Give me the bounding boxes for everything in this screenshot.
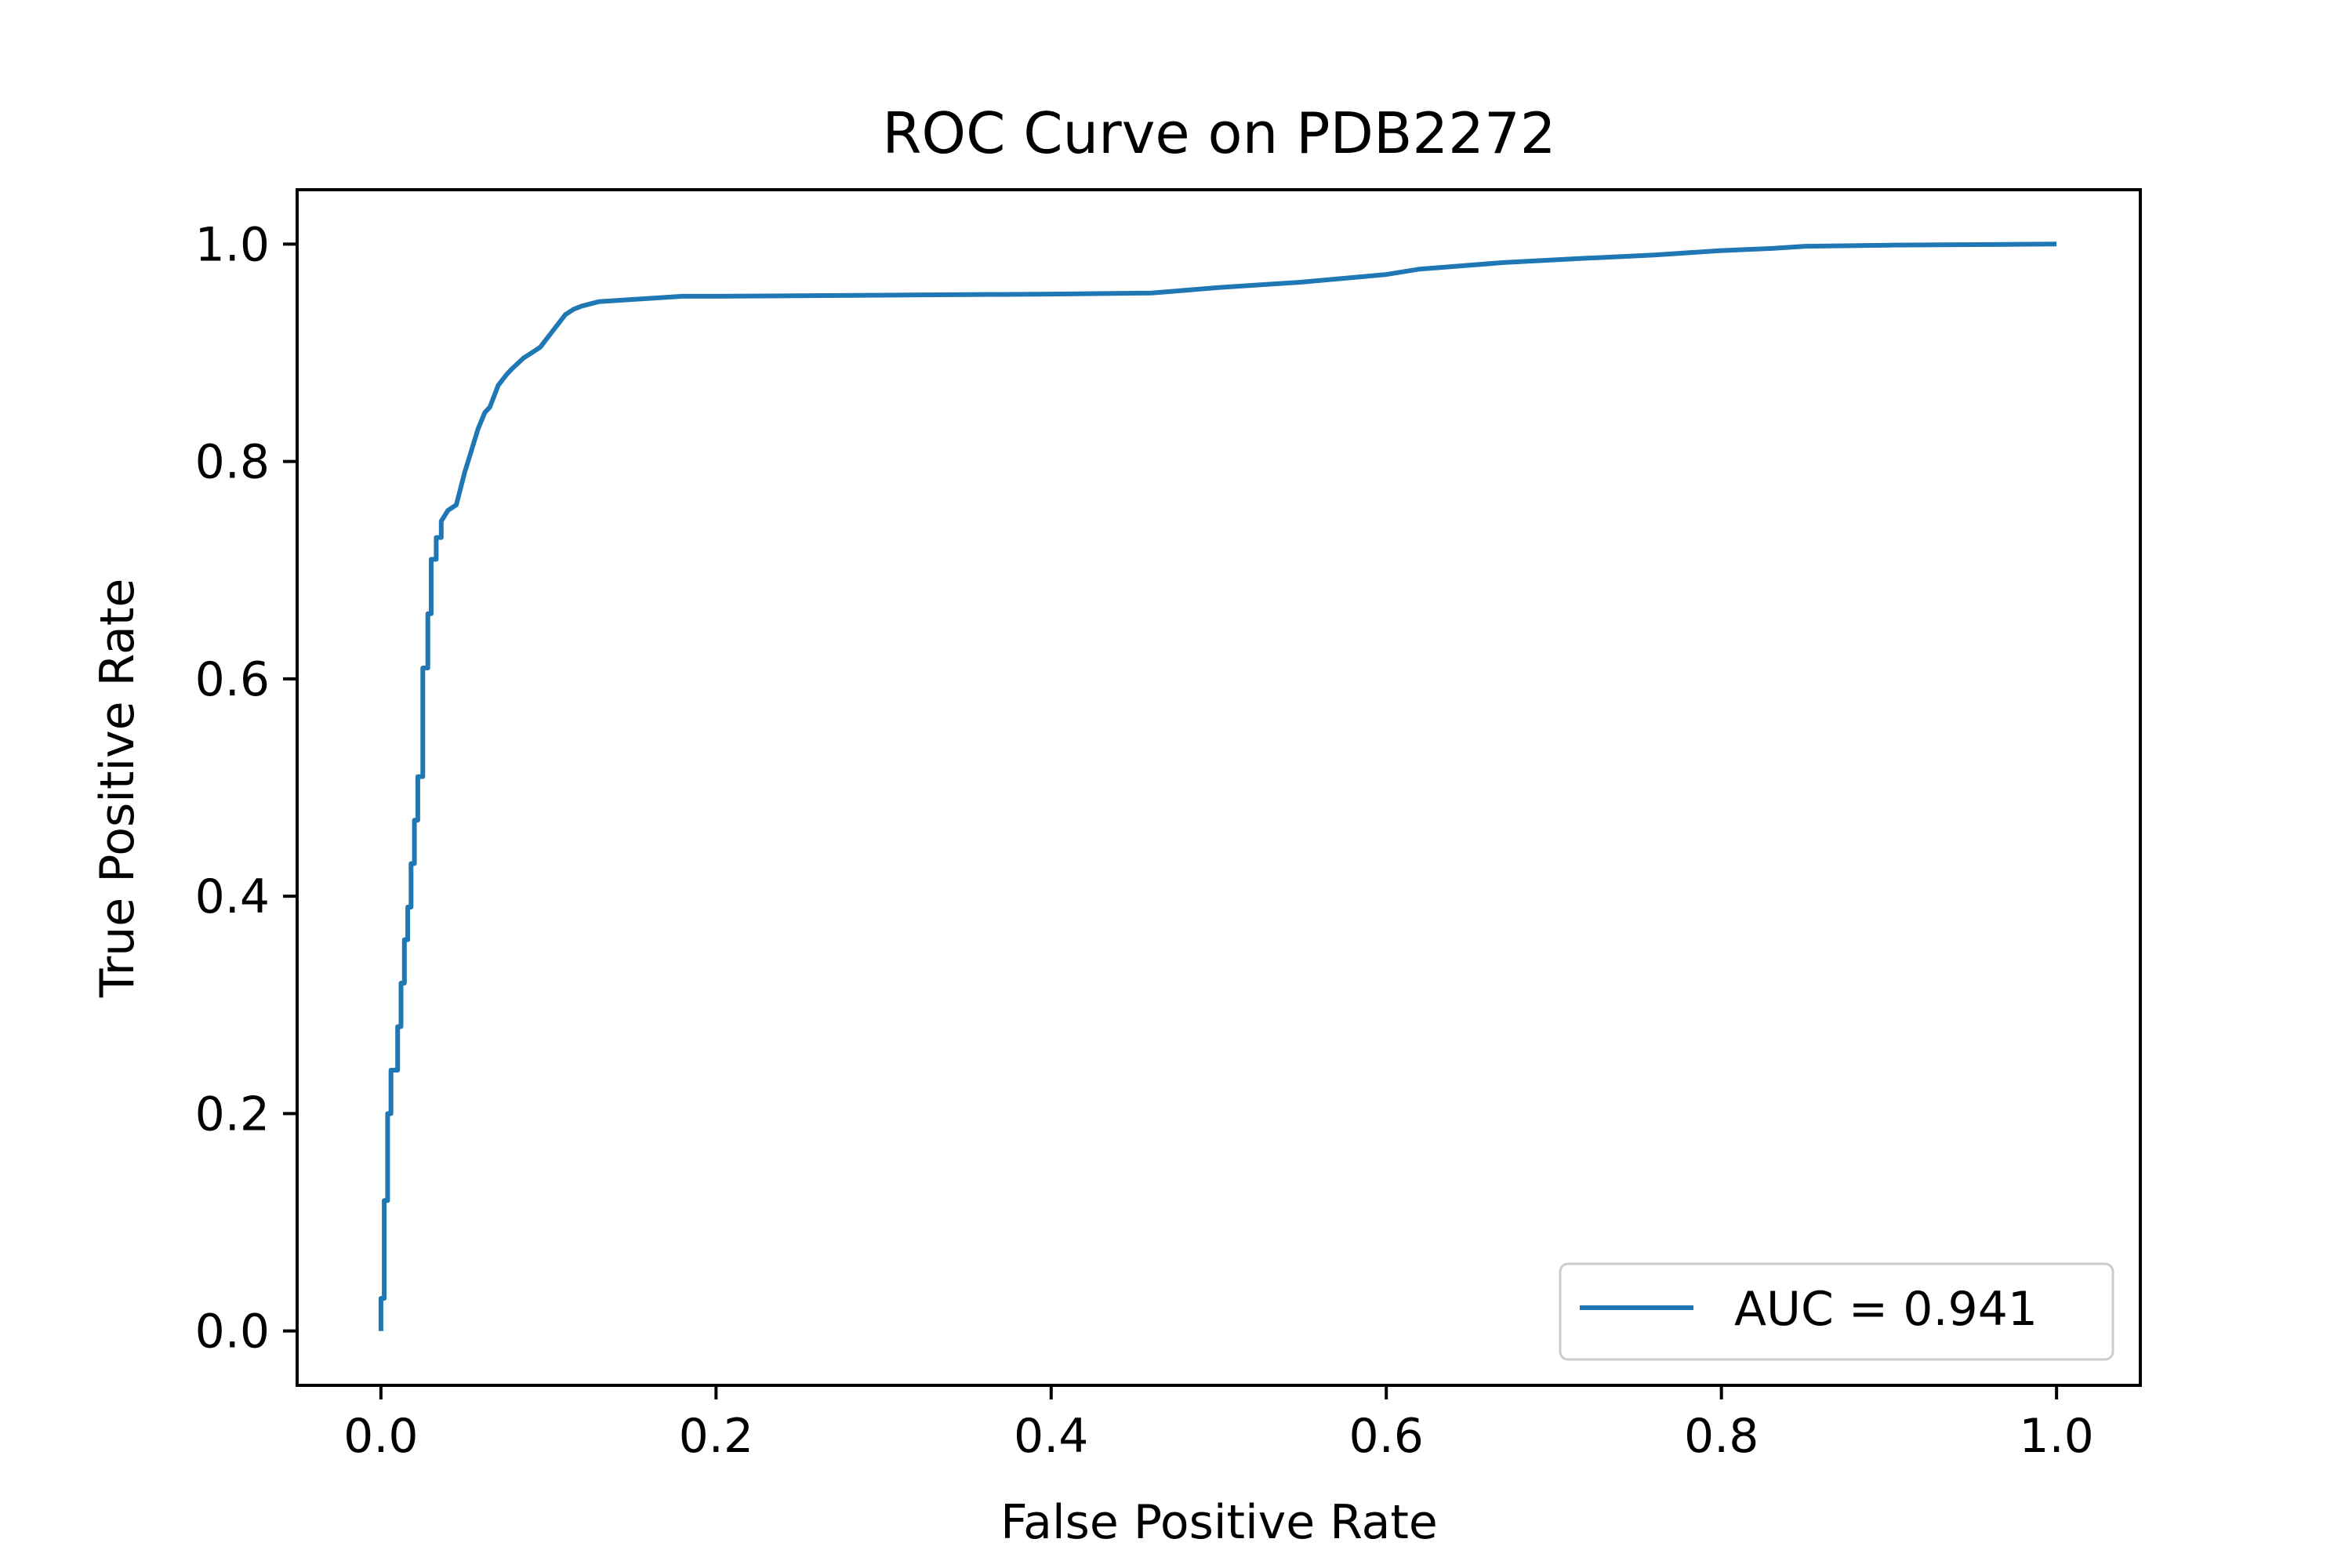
legend-box	[1559, 1262, 2114, 1361]
x-axis-ticks: 0.0 0.2 0.4 0.6 0.8 1.0	[343, 1385, 2094, 1464]
x-tick-label: 0.4	[1014, 1409, 1088, 1464]
legend-entry-label: AUC = 0.941	[1734, 1282, 2038, 1337]
y-axis-ticks: 0.0 0.2 0.4 0.6 0.8 1.0	[195, 217, 297, 1359]
legend: AUC = 0.941	[1559, 1262, 2114, 1361]
plot-frame	[296, 188, 2142, 1387]
y-tick-label: 0.4	[195, 869, 270, 924]
x-axis-label: False Positive Rate	[1000, 1495, 1438, 1550]
x-tick-label: 0.0	[343, 1409, 418, 1464]
y-tick-label: 0.6	[195, 652, 270, 707]
roc-curve-line	[378, 241, 2057, 1331]
y-tick-label: 0.8	[195, 435, 270, 490]
y-tick-label: 1.0	[195, 217, 270, 272]
plot-area: 0.0 0.2 0.4 0.6 0.8 1.0 0.0 0.2 0.4 0.6 0.8 1.0	[195, 188, 2142, 1464]
x-tick-label: 0.8	[1684, 1409, 1759, 1464]
y-axis-label: True Positive Rate	[90, 579, 145, 998]
x-tick-label: 0.6	[1349, 1409, 1424, 1464]
x-tick-label: 0.2	[679, 1409, 753, 1464]
y-tick-label: 0.2	[195, 1087, 270, 1142]
x-tick-label: 1.0	[2019, 1409, 2093, 1464]
chart-title: ROC Curve on PDB2272	[882, 100, 1555, 166]
y-tick-label: 0.0	[195, 1305, 270, 1359]
